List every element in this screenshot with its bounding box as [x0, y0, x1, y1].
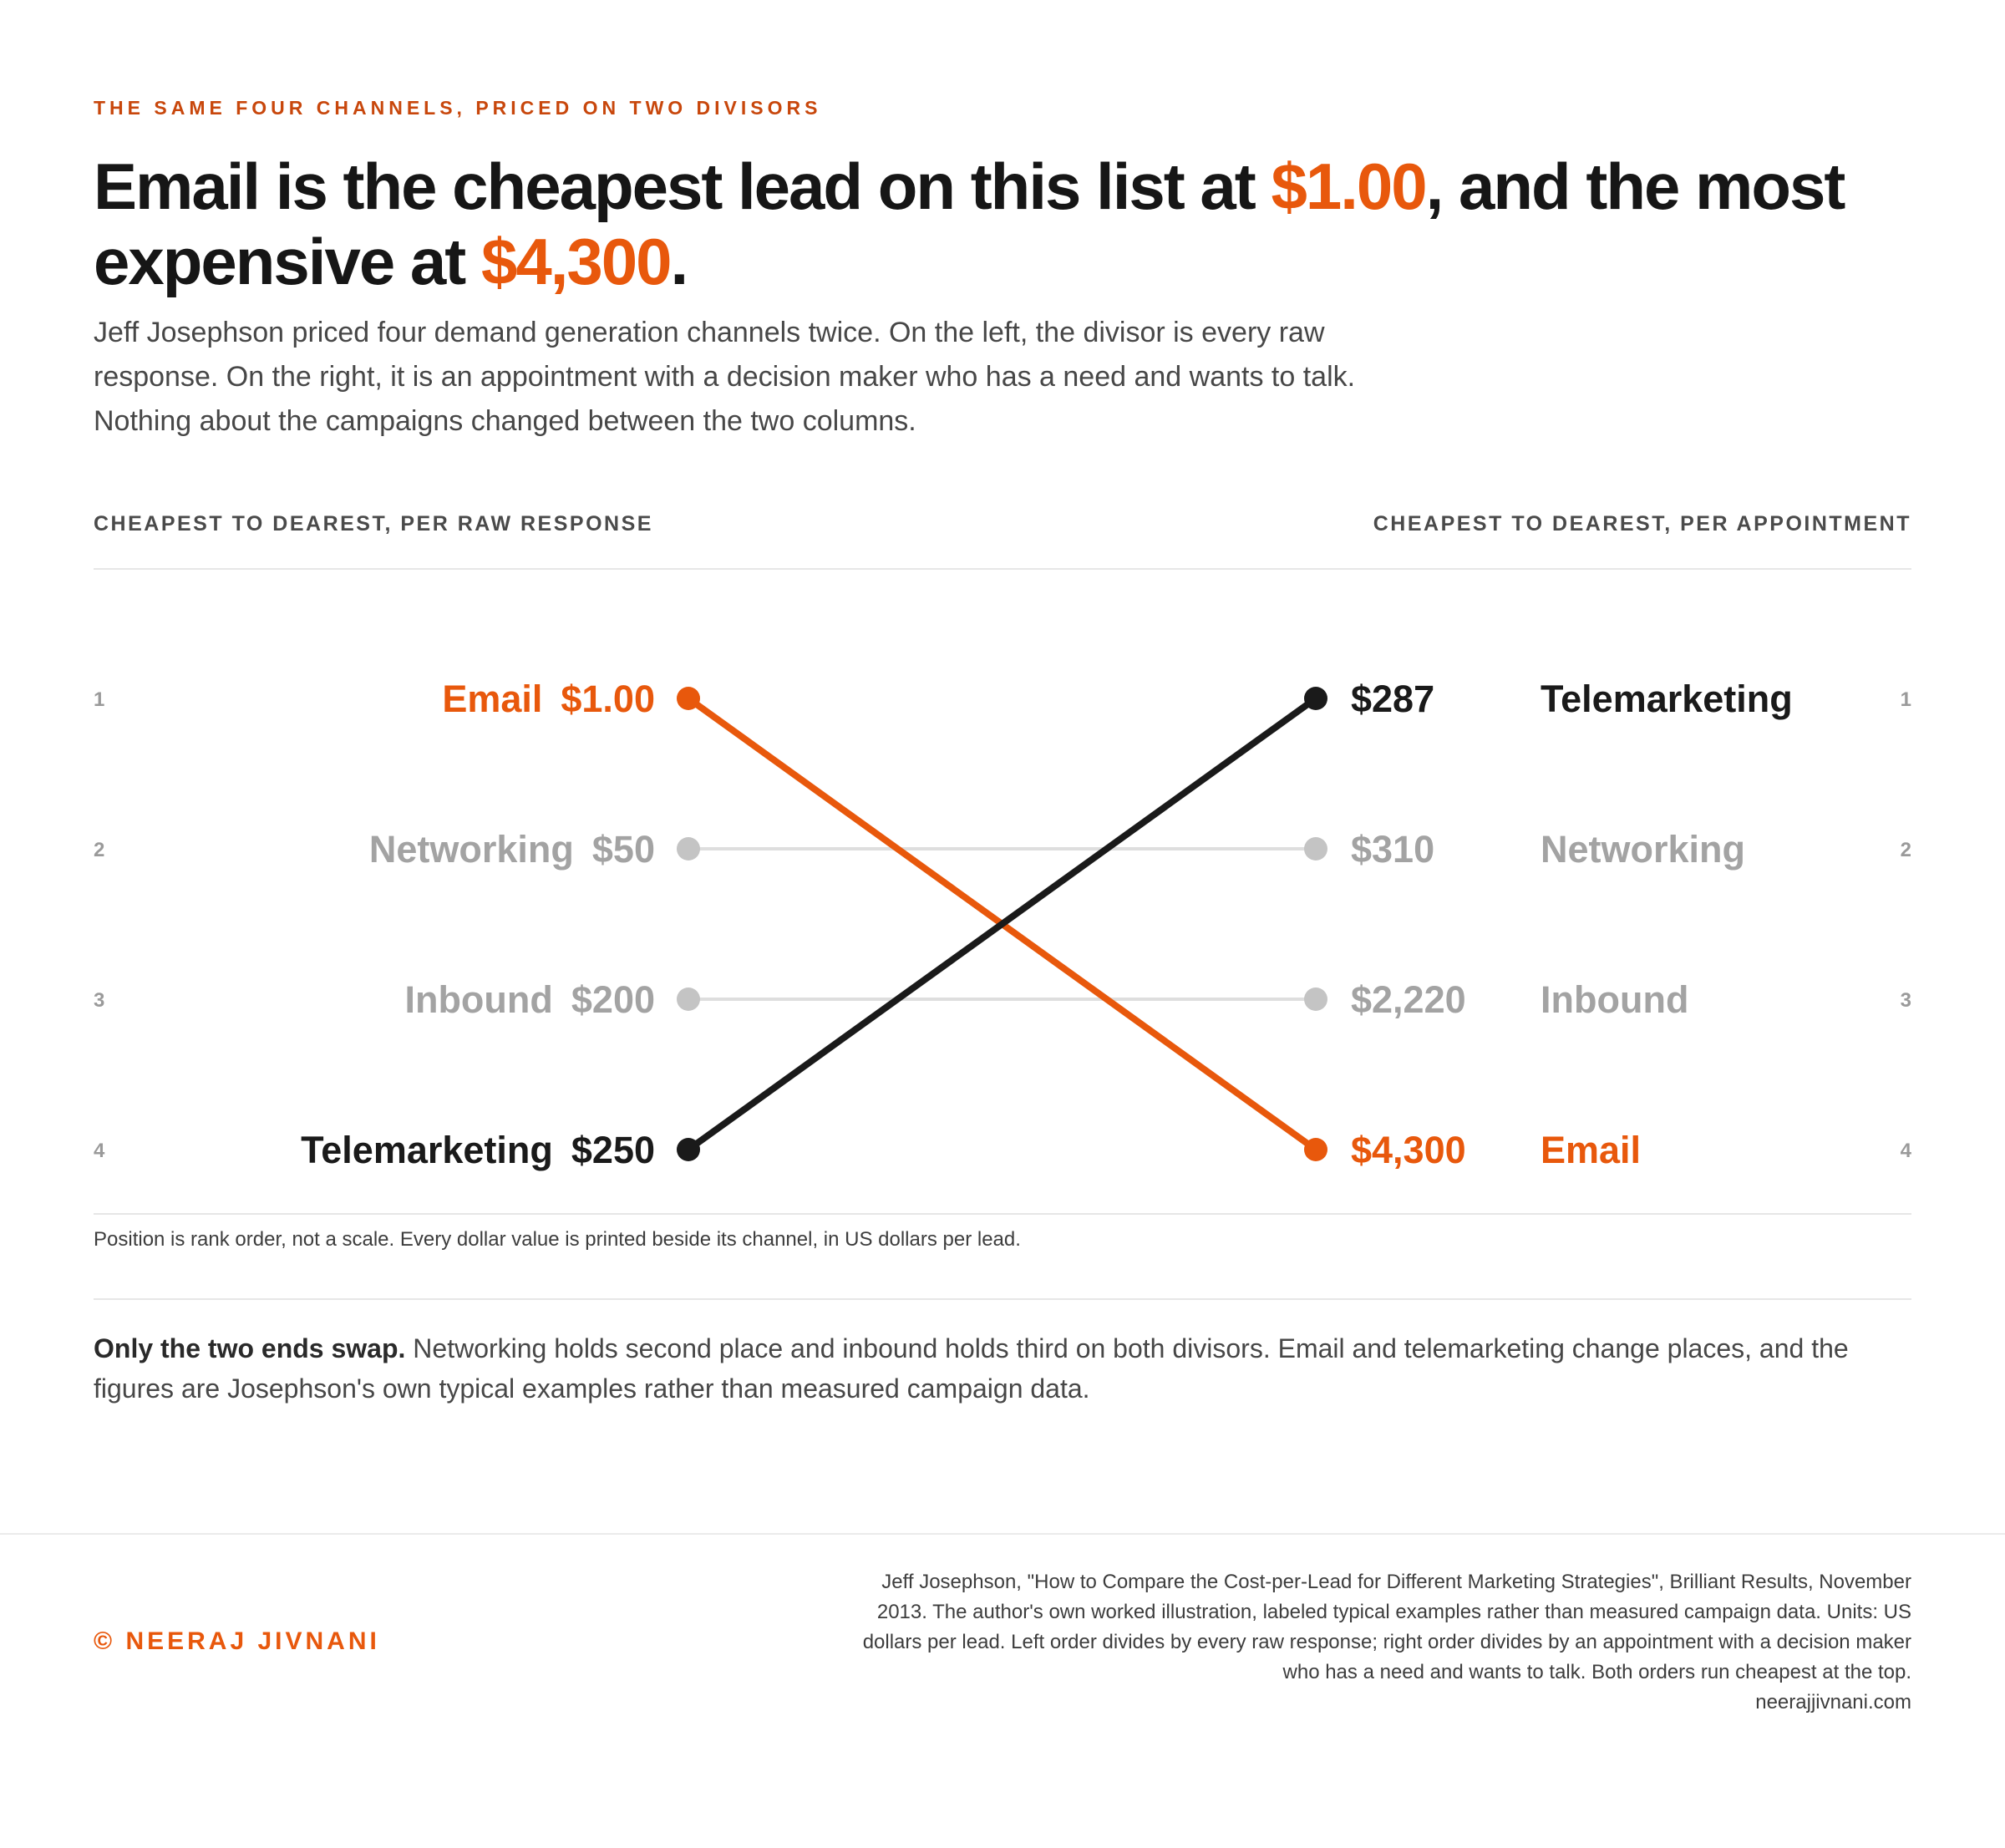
right-value-telemarketing: $287 [1351, 678, 1434, 720]
source-line: Jeff Josephson, "How to Compare the Cost… [881, 1571, 1911, 1593]
headline-part-2: , and the most expensive at [94, 150, 1845, 298]
dot-right-telemarketing [1304, 687, 1327, 710]
right-value-networking: $310 [1351, 828, 1434, 871]
right-value-email: $4,300 [1351, 1129, 1466, 1171]
headline-value-cheapest: $1.00 [1271, 150, 1427, 223]
source-line: dollars per lead. Left order divides by … [862, 1631, 1911, 1653]
copyright: © NEERAJ JIVNANI [94, 1627, 380, 1655]
dot-left-inbound [677, 987, 700, 1011]
left-value-email: $1.00 [561, 678, 655, 720]
chart-note: Position is rank order, not a scale. Eve… [94, 1228, 1021, 1251]
left-column-title: CHEAPEST TO DEAREST, PER RAW RESPONSE [94, 512, 653, 536]
left-value-inbound: $200 [571, 978, 655, 1021]
rank-label-right: 2 [1901, 839, 1911, 861]
dot-right-email [1304, 1138, 1327, 1161]
footer-rule [0, 1533, 2005, 1535]
headline-part-1: Email is the cheapest lead on this list … [94, 150, 1272, 223]
left-value-networking: $50 [592, 828, 655, 871]
headline-value-expensive: $4,300 [480, 225, 673, 298]
rank-label-right: 4 [1901, 1140, 1911, 1162]
eyebrow: THE SAME FOUR CHANNELS, PRICED ON TWO DI… [94, 97, 822, 119]
right-name-telemarketing: Telemarketing [1541, 678, 1793, 720]
takeaway: Only the two ends swap. Networking holds… [94, 1328, 1911, 1409]
left-name-email: Email [442, 678, 542, 720]
chart-top-rule [94, 568, 1911, 570]
takeaway-lead: Only the two ends swap. [94, 1333, 406, 1363]
left-name-inbound: Inbound [404, 978, 552, 1021]
dot-right-networking [1304, 837, 1327, 861]
takeaway-body: Networking holds second place and inboun… [94, 1333, 1849, 1404]
right-column-title: CHEAPEST TO DEAREST, PER APPOINTMENT [1373, 512, 1911, 536]
rank-label-left: 4 [94, 1140, 105, 1162]
slope-line-telemarketing [685, 695, 1319, 1153]
right-name-inbound: Inbound [1541, 978, 1688, 1021]
source-note: Jeff Josephson, "How to Compare the Cost… [800, 1567, 1911, 1718]
rank-label-right: 1 [1901, 688, 1911, 711]
left-name-telemarketing: Telemarketing [301, 1129, 553, 1171]
rank-label-left: 3 [94, 989, 104, 1012]
takeaway-rule [94, 1298, 1911, 1300]
right-name-networking: Networking [1541, 828, 1745, 871]
left-value-telemarketing: $250 [571, 1129, 655, 1171]
left-name-networking: Networking [369, 828, 574, 871]
right-name-email: Email [1541, 1129, 1641, 1171]
dot-left-telemarketing [677, 1138, 700, 1161]
rank-label-right: 3 [1901, 989, 1911, 1012]
source-link[interactable]: neerajjivnani.com [1755, 1691, 1911, 1713]
dot-right-inbound [1304, 987, 1327, 1011]
page-title: Email is the cheapest lead on this list … [94, 149, 1911, 299]
rank-label-left: 1 [94, 688, 104, 711]
source-line: 2013. The author's own worked illustrati… [876, 1601, 1911, 1623]
chart-bottom-rule [94, 1213, 1911, 1215]
dot-left-networking [677, 837, 700, 861]
headline-part-3: . [670, 225, 689, 298]
subtitle: Jeff Josephson priced four demand genera… [94, 317, 1356, 437]
dot-left-email [677, 687, 700, 710]
right-value-inbound: $2,220 [1351, 978, 1466, 1021]
source-line: who has a need and wants to talk. Both o… [1282, 1661, 1911, 1683]
slope-chart: 1 1 2 2 3 3 4 4 $1.00 Email $4,300 Email $50 Networki… [94, 678, 1911, 1171]
rank-label-left: 2 [94, 839, 104, 861]
